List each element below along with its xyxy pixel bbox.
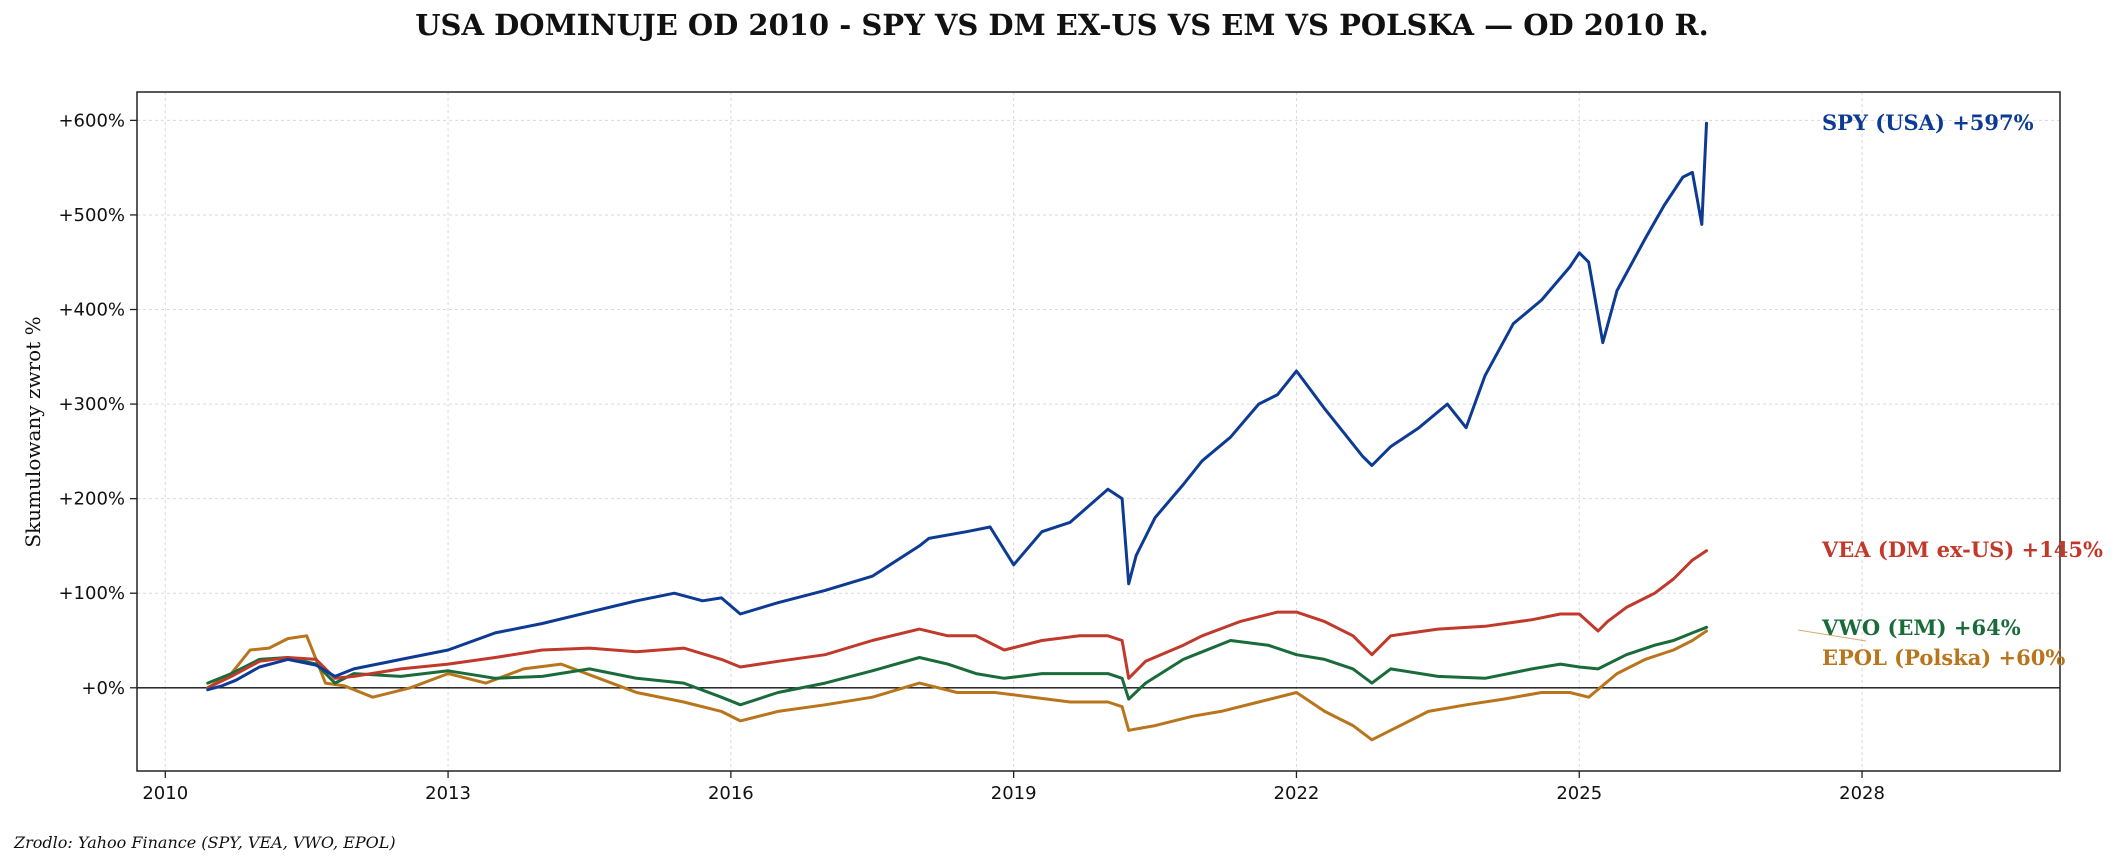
y-tick-label: +500% [58, 205, 125, 226]
chart-title: USA DOMINUJE OD 2010 - SPY VS DM EX-US V… [415, 8, 1708, 42]
y-tick-label: +200% [58, 489, 125, 510]
y-tick-label: +400% [58, 300, 125, 321]
y-tick-label: +0% [81, 678, 125, 699]
x-tick-label: 2028 [1839, 783, 1885, 804]
source-note: Zrodlo: Yahoo Finance (SPY, VEA, VWO, EP… [13, 833, 396, 852]
y-tick-label: +100% [58, 583, 125, 604]
series-layer [206, 121, 1708, 742]
plot-frame [136, 91, 2061, 772]
end-label-vea-dm-ex-us: VEA (DM ex-US) +145% [1821, 537, 2103, 562]
end-label-vwo-em: VWO (EM) +64% [1821, 615, 2021, 640]
y-axis-title: Skumulowany zwrot % [21, 316, 45, 547]
x-axis: 2010 2013 2016 2019 2022 2025 2028 [142, 771, 1885, 804]
end-label-epol-polska: EPOL (Polska) +60% [1822, 645, 2065, 670]
x-tick-label: 2025 [1556, 783, 1602, 804]
x-tick-label: 2013 [425, 783, 471, 804]
series-line-vea-dm-ex-us [206, 549, 1708, 690]
series-line-epol-polska [206, 629, 1708, 742]
y-tick-label: +600% [58, 110, 125, 131]
x-tick-label: 2019 [991, 783, 1037, 804]
series-line-spy-usa [206, 121, 1708, 692]
y-axis: +0% +100% +200% +300% +400% +500% +600% [58, 110, 137, 699]
x-tick-label: 2010 [142, 783, 188, 804]
series-line-vwo-em [206, 625, 1708, 707]
x-tick-label: 2016 [708, 783, 754, 804]
end-label-spy-usa: SPY (USA) +597% [1822, 110, 2034, 135]
grid-layer [137, 92, 2060, 771]
y-tick-label: +300% [58, 394, 125, 415]
x-tick-label: 2022 [1274, 783, 1320, 804]
end-labels: SPY (USA) +597% VEA (DM ex-US) +145% VWO (… [1797, 110, 2103, 670]
end-label-leader [1797, 629, 1867, 642]
